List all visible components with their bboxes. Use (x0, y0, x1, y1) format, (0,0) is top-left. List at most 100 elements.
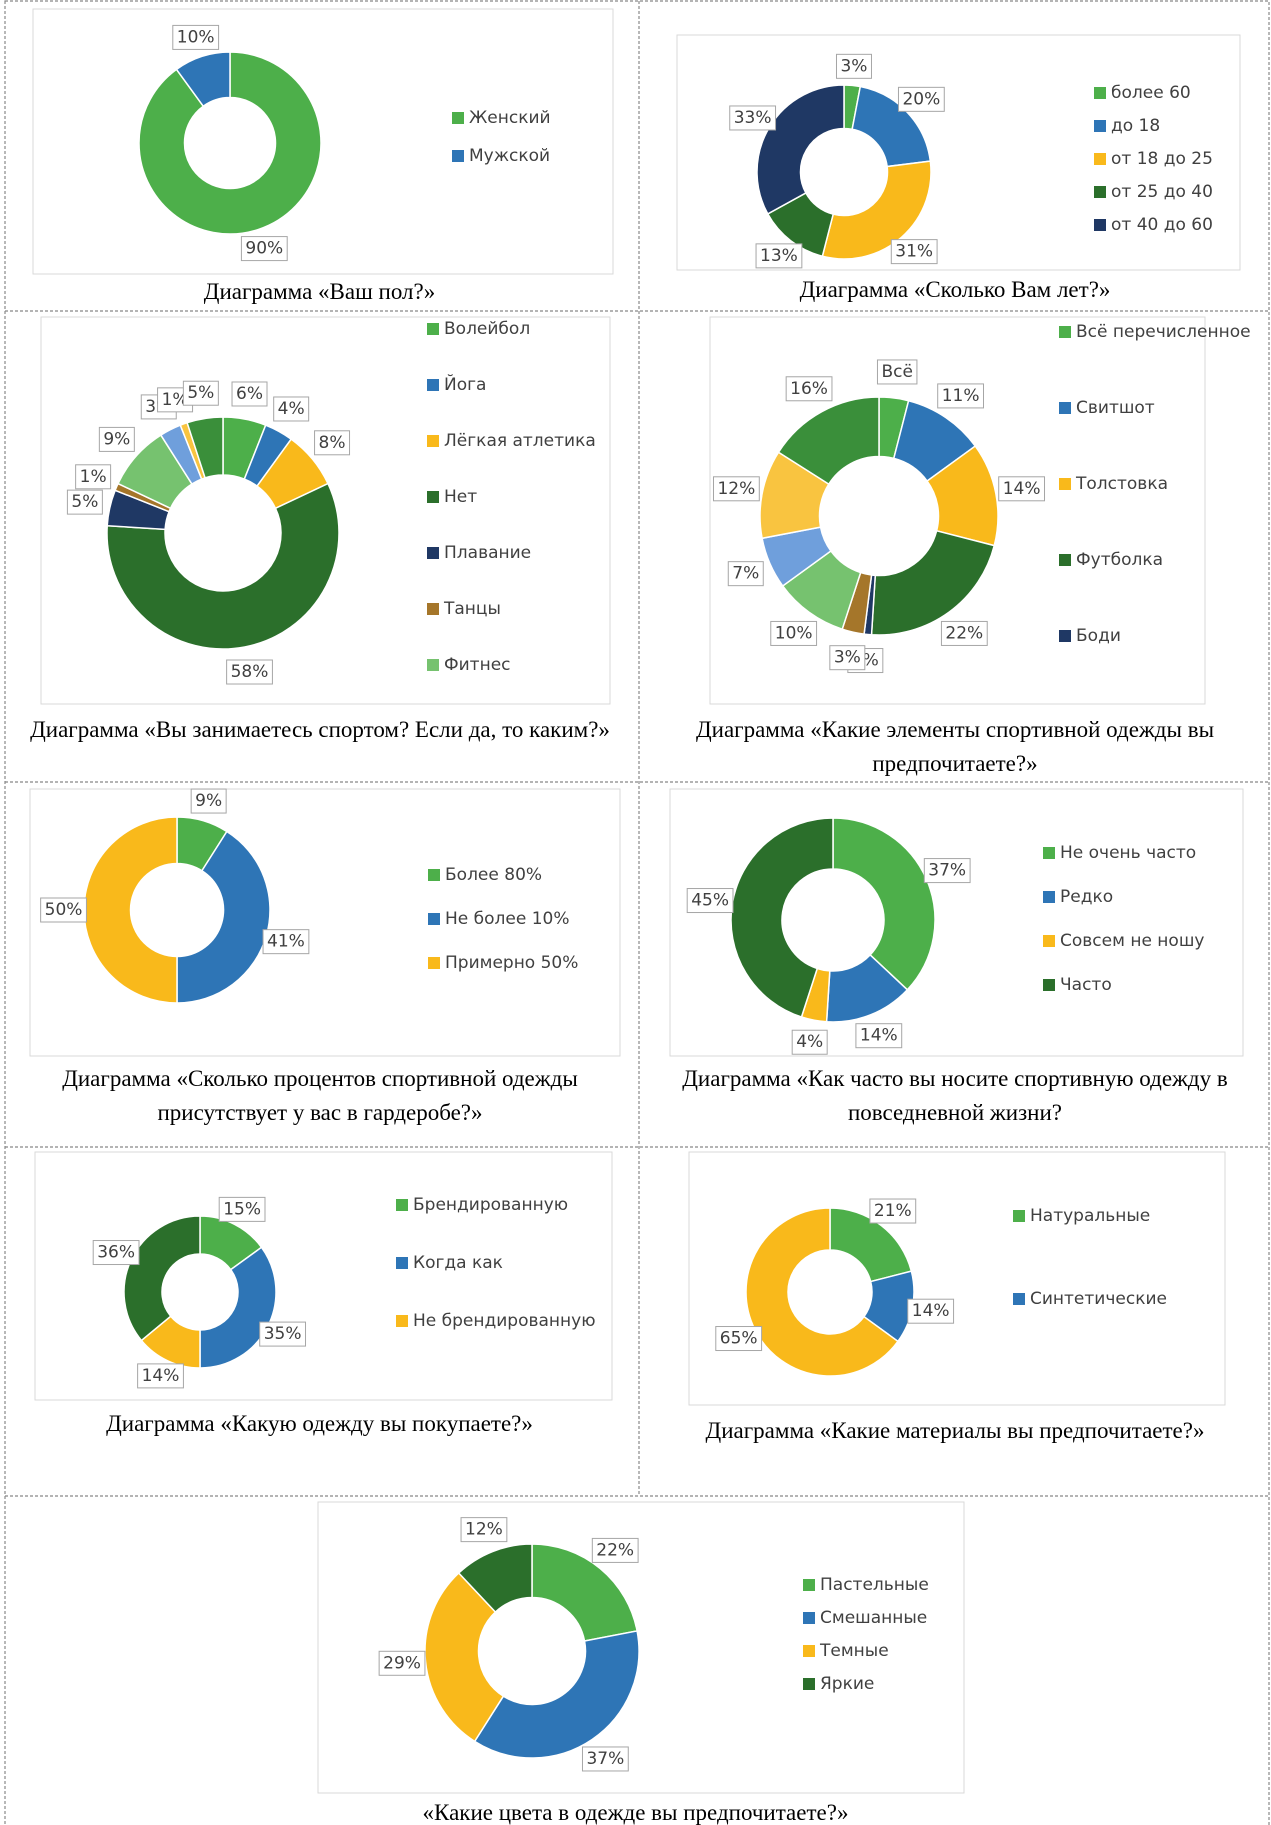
data-label: 50% (45, 900, 83, 920)
legend-swatch (427, 323, 439, 335)
legend-label: Более 80% (445, 865, 542, 885)
data-label: 58% (231, 662, 269, 682)
label-box (460, 1517, 508, 1543)
data-label: 29% (383, 1653, 421, 1673)
donut-slice (832, 817, 936, 991)
label-box (40, 897, 87, 923)
data-label: 21% (874, 1201, 912, 1221)
data-label: 4% (278, 399, 305, 419)
chart-frame (32, 8, 614, 275)
legend-swatch (1059, 478, 1071, 490)
data-label: 16% (790, 379, 828, 399)
data-label: 14% (860, 1026, 898, 1046)
legend-swatch (1013, 1293, 1025, 1305)
label-box (226, 659, 273, 685)
label-box (218, 1196, 266, 1222)
chart-caption: Диаграмма «Сколько процентов спортивной … (62, 1066, 578, 1125)
label-box (591, 1537, 639, 1563)
data-label: 1% (162, 390, 189, 410)
chart-caption: Диаграмма «Какие элементы спортивной оде… (695, 717, 1215, 776)
legend-label: Плавание (444, 543, 531, 563)
data-label: 12% (465, 1520, 503, 1540)
legend-label: Примерно 50% (445, 953, 578, 973)
label-box (712, 476, 760, 502)
donut-slice (730, 817, 834, 1018)
donut-slice (531, 1543, 638, 1642)
label-box (314, 430, 351, 456)
legend-label: Свитшот (1076, 398, 1155, 418)
label-box (855, 1023, 903, 1049)
legend-label: Брендированную (413, 1195, 568, 1215)
legend-swatch (1043, 935, 1055, 947)
donut-slice (123, 1215, 201, 1342)
legend-label: от 18 до 25 (1111, 149, 1213, 169)
data-label: 6% (236, 384, 263, 404)
legend-swatch (1059, 630, 1071, 642)
data-label: 31% (895, 242, 933, 262)
donut-slice (745, 1207, 900, 1377)
legend-label: Футболка (1076, 550, 1163, 570)
legend-swatch (427, 435, 439, 447)
label-box (907, 1298, 955, 1324)
donut-slice (138, 51, 322, 235)
legend-swatch (803, 1645, 815, 1657)
legend-swatch (803, 1678, 815, 1690)
chart-frame (34, 1151, 613, 1401)
legend-swatch (428, 957, 440, 969)
data-label: 3% (840, 56, 867, 76)
donut-slice (176, 830, 271, 1004)
data-label: 10% (775, 623, 813, 643)
label-box (190, 788, 227, 814)
data-label: 5% (187, 383, 214, 403)
chart-caption: Диаграмма «Какие материалы вы предпочита… (705, 1418, 1205, 1443)
data-label: 1% (80, 467, 107, 487)
legend-label: Когда как (413, 1253, 503, 1273)
label-box (937, 383, 985, 409)
data-label: 8% (319, 433, 346, 453)
donut-slice (83, 816, 178, 1004)
donut-slice (777, 396, 880, 486)
chart-caption: Диаграмма «Какую одежду вы покупаете?» (106, 1411, 533, 1436)
donut-slice (870, 529, 996, 636)
label-box (273, 396, 310, 422)
label-box (182, 380, 219, 406)
legend-swatch (1094, 219, 1106, 231)
label-box (137, 1363, 184, 1389)
data-label: 20% (902, 89, 940, 109)
label-box (998, 476, 1046, 502)
donut-slice (199, 1246, 277, 1369)
legend-swatch (1094, 153, 1106, 165)
data-label: 10% (177, 27, 215, 47)
legend-label: Темные (819, 1641, 889, 1661)
legend-label: Фитнес (444, 655, 511, 675)
legend-label: Яркие (820, 1674, 874, 1694)
chart-caption: «Какие цвета в одежде вы предпочитаете?» (422, 1800, 849, 1825)
donut-slice (756, 84, 845, 215)
legend-swatch (452, 112, 464, 124)
data-label: 14% (912, 1301, 950, 1321)
donut-slice (457, 1543, 533, 1614)
label-box (66, 489, 103, 515)
legend-label: Пастельные (820, 1575, 929, 1595)
legend-label: Боди (1076, 626, 1121, 646)
data-label: 4% (796, 1032, 823, 1052)
label-box (240, 236, 288, 262)
data-label: 15% (223, 1199, 261, 1219)
label-box (727, 561, 764, 587)
label-box (581, 1746, 629, 1772)
data-label: 65% (720, 1329, 758, 1349)
legend-swatch (1043, 891, 1055, 903)
data-label: 33% (734, 108, 772, 128)
legend-swatch (427, 547, 439, 559)
legend-label: Йога (444, 373, 486, 395)
donut-slice (851, 85, 932, 168)
data-label: 35% (264, 1324, 302, 1344)
label-box (259, 1321, 307, 1347)
label-box (172, 24, 220, 50)
data-label: 7% (732, 564, 759, 584)
legend-swatch (427, 659, 439, 671)
legend-label: Синтетические (1030, 1289, 1167, 1309)
legend-swatch (1059, 554, 1071, 566)
